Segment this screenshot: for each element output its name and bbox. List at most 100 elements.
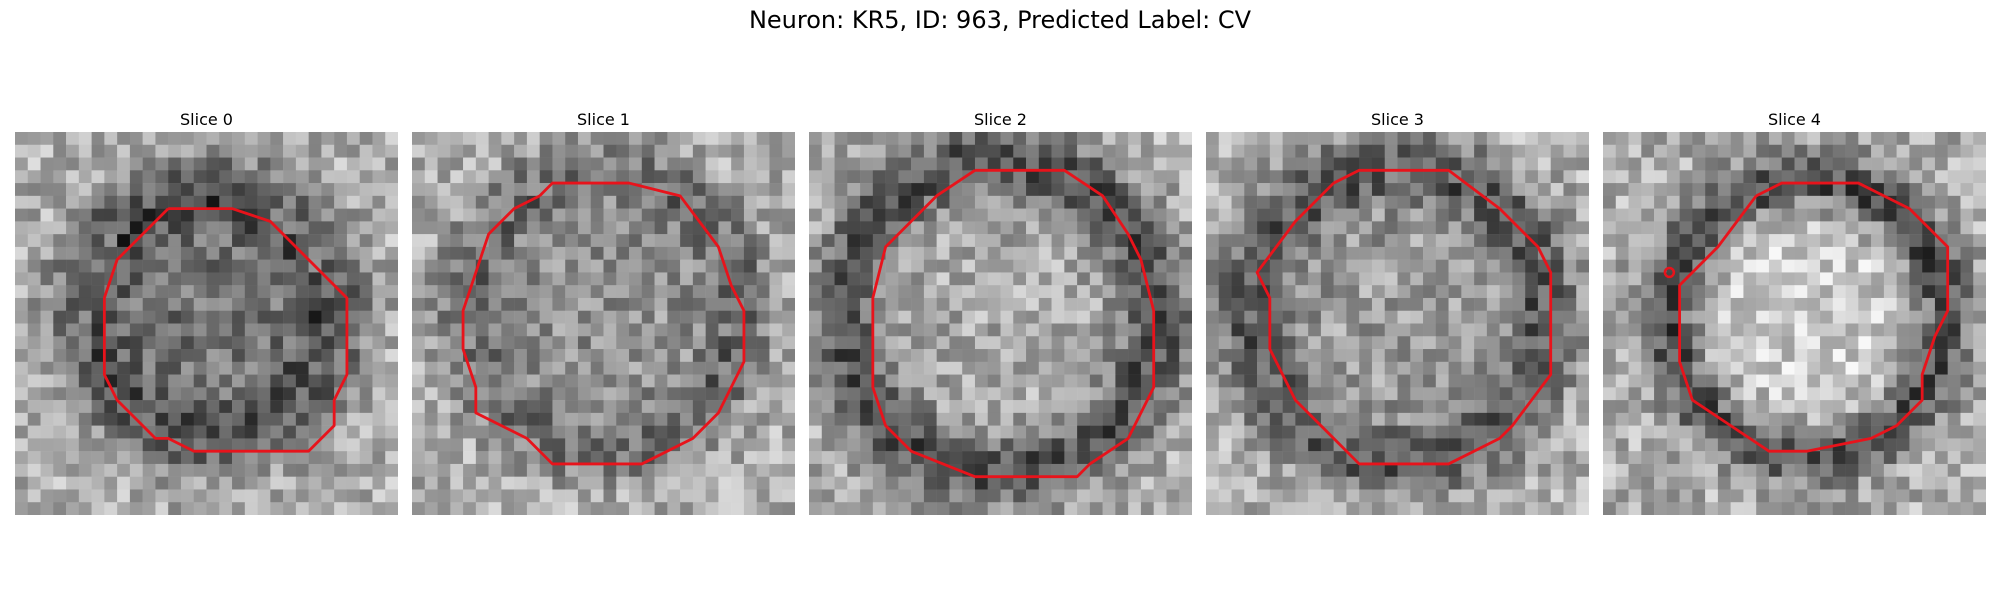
pixel — [1257, 170, 1271, 184]
pixel — [1550, 400, 1564, 414]
pixel — [66, 234, 80, 248]
pixel — [232, 310, 246, 324]
pixel — [1705, 285, 1719, 299]
pixel — [834, 234, 848, 248]
pixel — [91, 183, 105, 197]
pixel — [372, 502, 386, 515]
pixel — [860, 349, 874, 363]
pixel — [1128, 183, 1142, 197]
pixel — [1871, 412, 1885, 426]
pixel — [359, 195, 373, 209]
pixel — [885, 349, 899, 363]
pixel — [1153, 157, 1167, 171]
pixel — [1794, 272, 1808, 286]
pixel — [1179, 349, 1192, 363]
pixel — [450, 323, 464, 337]
pixel — [1807, 489, 1821, 503]
pixel — [1448, 132, 1462, 146]
pixel — [1973, 425, 1986, 439]
pixel — [1845, 259, 1859, 273]
pixel — [923, 425, 937, 439]
pixel — [1206, 297, 1220, 311]
pixel — [1781, 374, 1795, 388]
pixel — [1628, 310, 1642, 324]
pixel — [949, 157, 963, 171]
pixel — [641, 425, 655, 439]
pixel — [1717, 272, 1731, 286]
pixel — [1973, 195, 1986, 209]
pixel — [1883, 272, 1897, 286]
pixel — [1794, 310, 1808, 324]
pixel — [1359, 476, 1373, 490]
pixel — [514, 132, 528, 146]
pixel — [1512, 425, 1526, 439]
pixel — [104, 412, 118, 426]
pixel — [1038, 361, 1052, 375]
pixel — [346, 310, 360, 324]
pixel — [346, 374, 360, 388]
pixel — [1603, 183, 1617, 197]
pixel — [565, 297, 579, 311]
pixel — [923, 323, 937, 337]
pixel — [911, 195, 925, 209]
pixel — [1423, 310, 1437, 324]
pixel — [53, 502, 67, 515]
pixel — [1064, 144, 1078, 158]
pixel — [1282, 425, 1296, 439]
pixel — [308, 170, 322, 184]
pixel — [654, 412, 668, 426]
pixel — [1705, 349, 1719, 363]
pixel — [782, 170, 795, 184]
pixel — [180, 489, 194, 503]
pixel — [475, 323, 489, 337]
pixel — [1486, 502, 1500, 515]
pixel — [180, 451, 194, 465]
pixel — [1576, 323, 1589, 337]
pixel — [603, 183, 617, 197]
pixel — [923, 170, 937, 184]
pixel — [463, 489, 477, 503]
pixel — [501, 451, 515, 465]
pixel — [1537, 246, 1551, 260]
cell-contour — [1678, 181, 1950, 453]
slice-panel-0: Slice 0 — [15, 108, 398, 515]
pixel — [372, 336, 386, 350]
pixel — [385, 310, 398, 324]
pixel — [1820, 246, 1834, 260]
pixel — [1603, 400, 1617, 414]
pixel — [424, 285, 438, 299]
pixel — [193, 438, 207, 452]
pixel — [1077, 208, 1091, 222]
pixel — [346, 489, 360, 503]
pixel — [1026, 400, 1040, 414]
pixel — [1026, 132, 1040, 146]
pixel — [1603, 132, 1617, 146]
pixel — [936, 463, 950, 477]
pixel — [1858, 170, 1872, 184]
pixel — [1705, 451, 1719, 465]
pixel — [1922, 272, 1936, 286]
pixel — [1947, 157, 1961, 171]
pixel — [718, 157, 732, 171]
pixel — [1934, 144, 1948, 158]
pixel — [206, 297, 220, 311]
pixel — [1807, 144, 1821, 158]
pixel — [1115, 285, 1129, 299]
pixel — [654, 438, 668, 452]
pixel — [911, 132, 925, 146]
pixel — [1359, 412, 1373, 426]
pixel — [514, 259, 528, 273]
pixel — [91, 285, 105, 299]
pixel — [667, 400, 681, 414]
pixel — [743, 425, 757, 439]
pixel — [1244, 451, 1258, 465]
pixel — [1550, 246, 1564, 260]
pixel — [372, 310, 386, 324]
pixel — [1768, 387, 1782, 401]
pixel — [1705, 183, 1719, 197]
pixel — [1794, 144, 1808, 158]
pixel — [40, 259, 54, 273]
pixel — [1038, 387, 1052, 401]
pixel — [539, 234, 553, 248]
pixel — [936, 374, 950, 388]
